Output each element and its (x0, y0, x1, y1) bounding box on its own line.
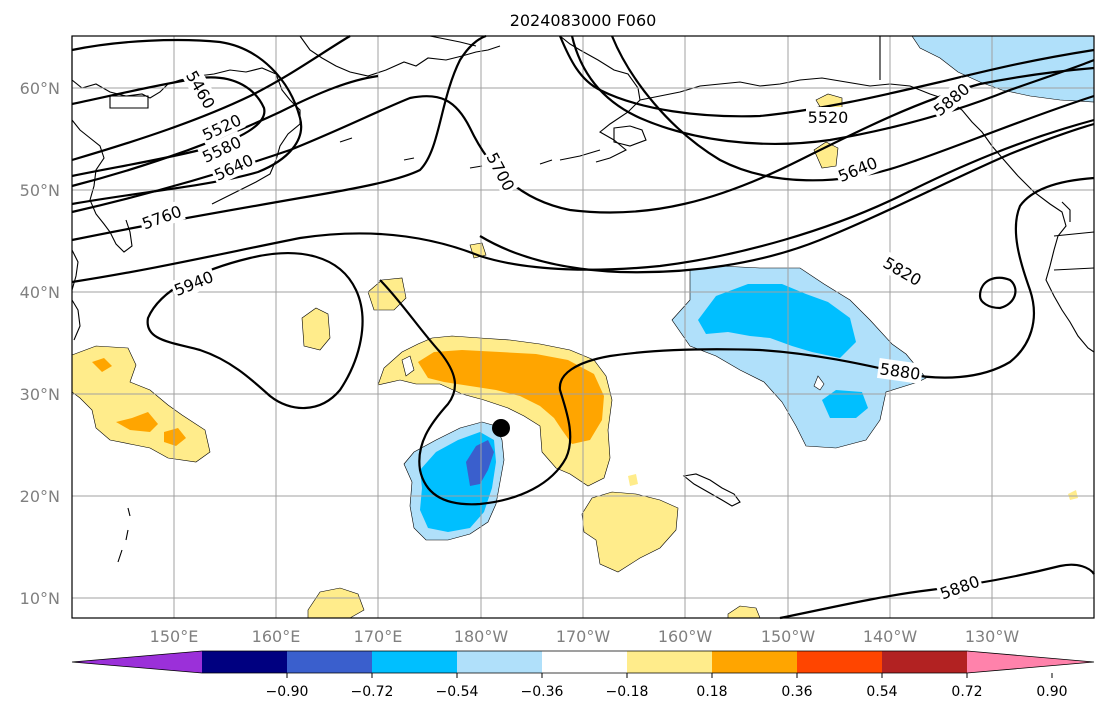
colorbar-segment (457, 651, 542, 673)
lon-label: 170°W (556, 627, 611, 646)
coastlines (71, 35, 1095, 563)
map-frame (71, 35, 1095, 619)
storm-center-marker (492, 419, 510, 437)
shading (71, 35, 1095, 619)
lon-tick-labels: 150°E 160°E 170°E 180°W 170°W 160°W 150°… (150, 627, 1020, 646)
pos-shade-island1 (301, 307, 331, 351)
colorbar-tick-label: 0.90 (1036, 684, 1067, 700)
colorbar-segment (627, 651, 712, 673)
colorbar-segment (542, 651, 627, 673)
colorbar-extend-right (967, 651, 1094, 673)
lon-label: 160°E (252, 627, 301, 646)
lat-label: 40°N (20, 283, 60, 302)
gridlines (72, 36, 1094, 618)
colorbar-outline (71, 650, 1095, 674)
lon-label: 160°W (658, 627, 713, 646)
lon-label: 170°E (354, 627, 403, 646)
lon-label: 150°E (150, 627, 199, 646)
colorbar-tick-label: −0.36 (521, 684, 564, 700)
figure-title: 2024083000 F060 (510, 11, 657, 30)
colorbar-tick-label: −0.54 (436, 684, 479, 700)
lon-label: 140°W (863, 627, 918, 646)
lat-label: 20°N (20, 487, 60, 506)
colorbar-segment (797, 651, 882, 673)
lon-label: 150°W (761, 627, 816, 646)
lon-label: 130°W (965, 627, 1020, 646)
lat-label: 10°N (20, 589, 60, 608)
lat-label: 50°N (20, 181, 60, 200)
colorbar-extend-left (72, 651, 202, 673)
height-contours (71, 34, 1095, 620)
lat-tick-labels: 60°N 50°N 40°N 30°N 20°N 10°N (20, 79, 60, 608)
pos-shade-hawaii (581, 491, 679, 573)
colorbar-segment (202, 651, 287, 673)
colorbar-segment (882, 651, 967, 673)
colorbar-segment (287, 651, 372, 673)
colorbar: −0.90 −0.72 −0.54 −0.36 −0.18 0.18 0.36 0.54 0.7… (71, 650, 1095, 700)
pos-orange-central (418, 350, 604, 444)
lat-label: 60°N (20, 79, 60, 98)
colorbar-tick-label: −0.90 (266, 684, 309, 700)
contour-label: 5520 (808, 108, 849, 127)
lon-label: 180°W (454, 627, 509, 646)
colorbar-segment (712, 651, 797, 673)
colorbar-tick-label: 0.36 (781, 684, 812, 700)
lat-label: 30°N (20, 385, 60, 404)
colorbar-tick-label: 0.54 (866, 684, 897, 700)
colorbar-tick-label: 0.18 (696, 684, 727, 700)
colorbar-tick-label: −0.72 (351, 684, 394, 700)
colorbar-segment (372, 651, 457, 673)
colorbar-tick-label: −0.18 (606, 684, 649, 700)
colorbar-tick-label: 0.72 (951, 684, 982, 700)
